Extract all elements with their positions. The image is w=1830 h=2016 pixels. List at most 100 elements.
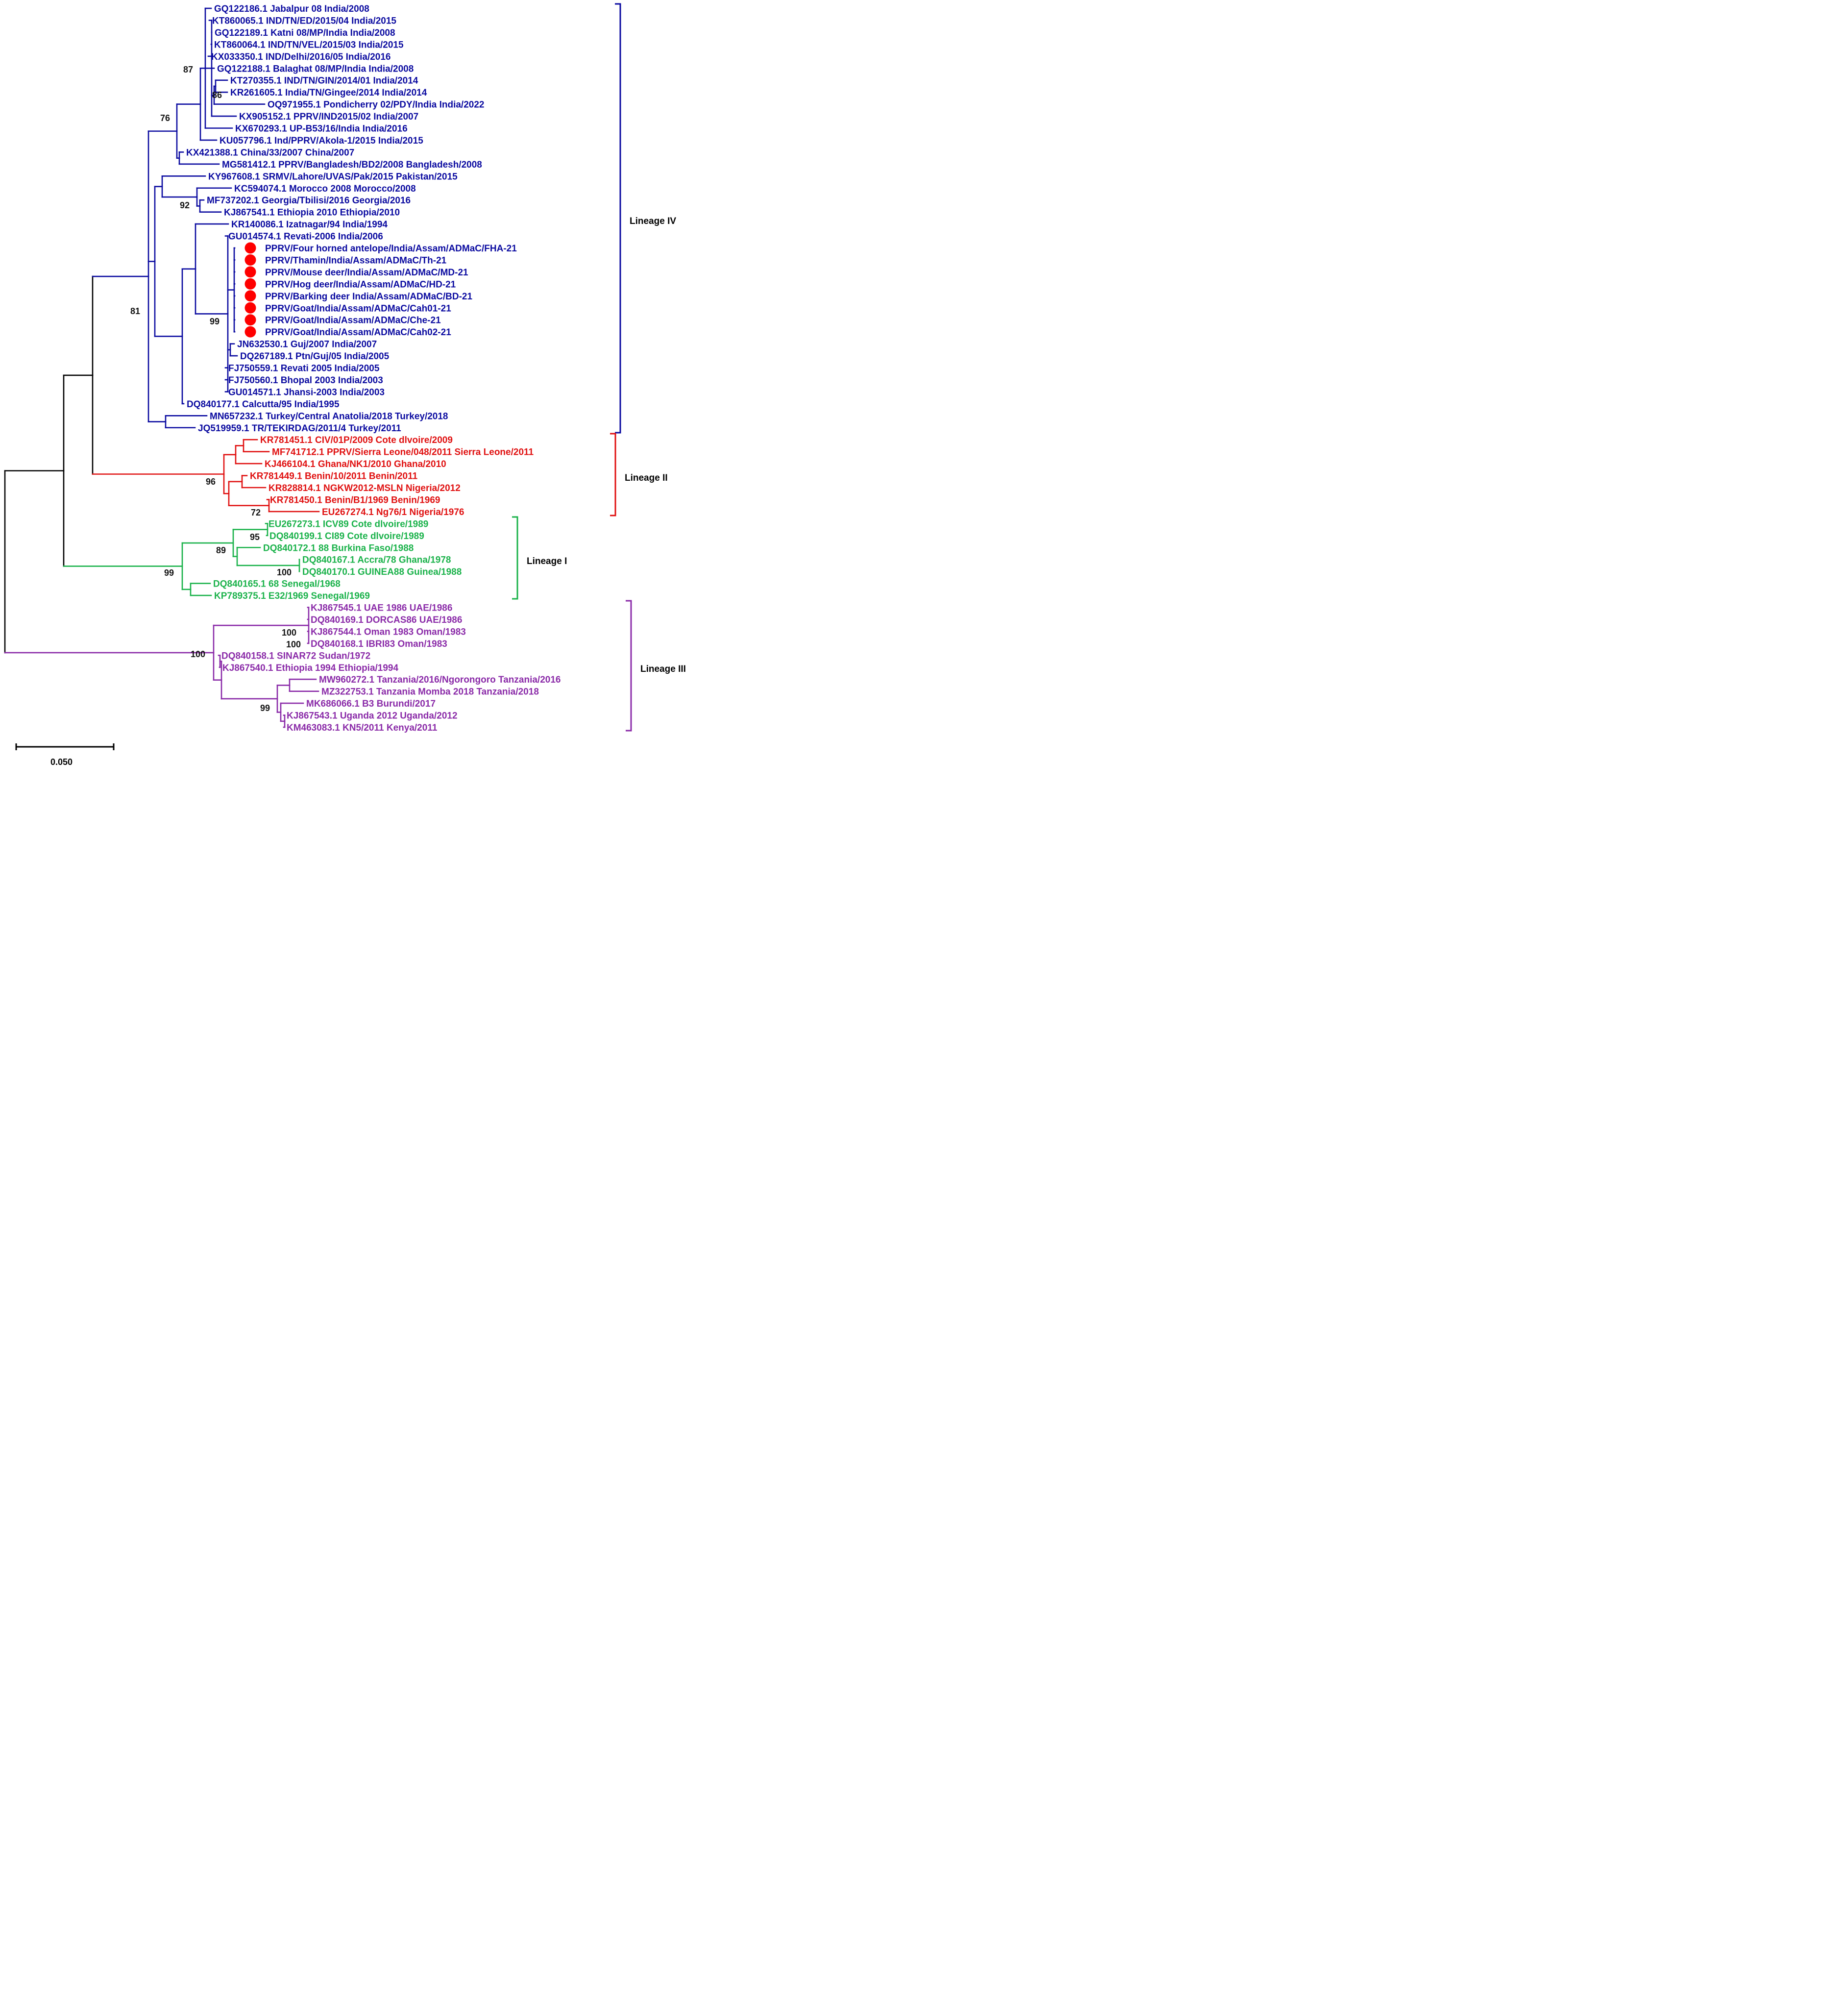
- taxon-label: GQ122189.1 Katni 08/MP/India India/2008: [215, 28, 395, 38]
- taxon-label: PPRV/Thamin/India/Assam/ADMaC/Th-21: [265, 255, 447, 266]
- bootstrap-value: 89: [216, 545, 226, 555]
- study-sample-marker: [244, 314, 256, 326]
- bootstrap-value: 96: [206, 477, 216, 487]
- tree-branches: [4, 7, 320, 728]
- bootstrap-value: 95: [250, 532, 260, 542]
- taxon-label: KT270355.1 IND/TN/GIN/2014/01 India/2014: [230, 76, 418, 86]
- lineage-brackets: [512, 3, 632, 732]
- taxon-label: KM463083.1 KN5/2011 Kenya/2011: [287, 723, 438, 733]
- taxon-label: PPRV/Four horned antelope/India/Assam/AD…: [265, 244, 517, 254]
- study-sample-marker: [244, 242, 256, 254]
- taxon-label: KR140086.1 Izatnagar/94 India/1994: [231, 220, 388, 230]
- bootstrap-value: 87: [183, 65, 193, 74]
- lineage-i-bracket: [512, 516, 518, 600]
- taxon-label: KJ867541.1 Ethiopia 2010 Ethiopia/2010: [224, 208, 400, 218]
- taxon-label: DQ840167.1 Accra/78 Ghana/1978: [302, 555, 451, 565]
- taxon-label: OQ971955.1 Pondicherry 02/PDY/India Indi…: [268, 100, 484, 110]
- taxon-label: JQ519959.1 TR/TEKIRDAG/2011/4 Turkey/201…: [198, 423, 401, 434]
- taxon-label: KT860065.1 IND/TN/ED/2015/04 India/2015: [212, 16, 396, 26]
- study-sample-marker: [244, 278, 256, 290]
- bootstrap-value: 99: [260, 703, 270, 713]
- bootstrap-value: 86: [212, 90, 222, 100]
- bootstrap-value: 76: [160, 113, 170, 123]
- bootstrap-value: 92: [180, 200, 190, 210]
- taxon-label: MF737202.1 Georgia/Tbilisi/2016 Georgia/…: [207, 196, 411, 206]
- study-sample-marker: [244, 302, 256, 314]
- taxon-label: KR781449.1 Benin/10/2011 Benin/2011: [250, 471, 418, 482]
- taxon-label: PPRV/Hog deer/India/Assam/ADMaC/HD-21: [265, 279, 456, 290]
- taxon-label: KX421388.1 China/33/2007 China/2007: [186, 148, 354, 158]
- taxon-label: FJ750560.1 Bhopal 2003 India/2003: [228, 375, 383, 386]
- taxon-label: JN632530.1 Guj/2007 India/2007: [237, 340, 377, 350]
- taxon-label: KX670293.1 UP-B53/16/India India/2016: [235, 124, 408, 134]
- taxon-label: PPRV/Goat/India/Assam/ADMaC/Cah01-21: [265, 303, 451, 314]
- taxon-label: KR828814.1 NGKW2012-MSLN Nigeria/2012: [268, 483, 461, 493]
- lineage-iii-label: Lineage III: [640, 664, 686, 674]
- taxon-label: GQ122186.1 Jabalpur 08 India/2008: [214, 4, 369, 14]
- taxon-label: EU267274.1 Ng76/1 Nigeria/1976: [322, 507, 464, 517]
- taxon-label: MF741712.1 PPRV/Sierra Leone/048/2011 Si…: [272, 447, 534, 458]
- taxon-markers: [244, 242, 256, 338]
- taxon-label: KJ867545.1 UAE 1986 UAE/1986: [311, 603, 452, 614]
- study-sample-marker: [244, 254, 256, 266]
- taxon-label: KR781450.1 Benin/B1/1969 Benin/1969: [270, 495, 440, 505]
- taxon-label: DQ840170.1 GUINEA88 Guinea/1988: [302, 567, 462, 577]
- taxon-label: DQ840199.1 CI89 Cote dlvoire/1989: [269, 531, 424, 541]
- taxon-label: KC594074.1 Morocco 2008 Morocco/2008: [234, 184, 416, 194]
- taxon-label: FJ750559.1 Revati 2005 India/2005: [228, 364, 380, 374]
- taxon-label: GU014571.1 Jhansi-2003 India/2003: [228, 387, 385, 397]
- taxon-label: MK686066.1 B3 Burundi/2017: [306, 699, 436, 709]
- taxon-label: KU057796.1 Ind/PPRV/Akola-1/2015 India/2…: [220, 136, 423, 146]
- taxon-label: KJ867543.1 Uganda 2012 Uganda/2012: [287, 711, 458, 721]
- taxon-label: KJ867544.1 Oman 1983 Oman/1983: [311, 627, 466, 637]
- bootstrap-value: 100: [286, 639, 301, 649]
- bootstrap-values: 87 76 86 81 92 99 96 72 95 89 100 99 100…: [130, 65, 301, 713]
- lineage-ii-label: Lineage II: [625, 473, 668, 483]
- taxon-label: DQ840158.1 SINAR72 Sudan/1972: [221, 651, 370, 661]
- bootstrap-value: 99: [164, 568, 174, 578]
- bootstrap-value: 72: [251, 508, 261, 517]
- taxon-label: KR261605.1 India/TN/Gingee/2014 India/20…: [230, 88, 427, 98]
- phylogenetic-tree: GQ122186.1 Jabalpur 08 India/2008 KT86006…: [4, 3, 686, 767]
- scale-bar: 0.050: [15, 743, 115, 767]
- taxon-label: KJ466104.1 Ghana/NK1/2010 Ghana/2010: [265, 459, 446, 469]
- taxon-label: DQ840165.1 68 Senegal/1968: [213, 579, 341, 590]
- lineage-iv-label: Lineage IV: [630, 216, 676, 226]
- taxon-label: DQ267189.1 Ptn/Guj/05 India/2005: [240, 351, 390, 362]
- lineage-iii-bracket: [626, 600, 632, 732]
- bootstrap-value: 100: [282, 628, 296, 638]
- taxon-label: KP789375.1 E32/1969 Senegal/1969: [214, 591, 370, 601]
- taxon-label: DQ840168.1 IBRI83 Oman/1983: [311, 639, 447, 649]
- study-sample-marker: [244, 326, 256, 338]
- taxon-label: MN657232.1 Turkey/Central Anatolia/2018 …: [210, 411, 448, 421]
- study-sample-marker: [244, 290, 256, 302]
- taxon-label: PPRV/Goat/India/Assam/ADMaC/Cah02-21: [265, 327, 451, 338]
- taxon-label: KT860064.1 IND/TN/VEL/2015/03 India/2015: [214, 40, 404, 50]
- taxon-label: MG581412.1 PPRV/Bangladesh/BD2/2008 Bang…: [222, 160, 482, 170]
- bootstrap-value: 81: [130, 306, 140, 316]
- taxon-label: GQ122188.1 Balaghat 08/MP/India India/20…: [217, 64, 414, 74]
- taxon-label: DQ840169.1 DORCAS86 UAE/1986: [311, 615, 462, 625]
- taxon-labels: GQ122186.1 Jabalpur 08 India/2008 KT86006…: [186, 4, 561, 733]
- taxon-label: KX905152.1 PPRV/IND2015/02 India/2007: [239, 112, 418, 122]
- taxon-label: MW960272.1 Tanzania/2016/Ngorongoro Tanz…: [319, 675, 561, 685]
- lineage-i-label: Lineage I: [527, 556, 567, 566]
- taxon-label: KR781451.1 CIV/01P/2009 Cote dlvoire/200…: [260, 435, 453, 445]
- lineage-iv-bracket: [615, 3, 621, 434]
- taxon-label: KJ867540.1 Ethiopia 1994 Ethiopia/1994: [222, 663, 399, 673]
- taxon-label: PPRV/Goat/India/Assam/ADMaC/Che-21: [265, 316, 441, 326]
- bootstrap-value: 100: [191, 649, 205, 659]
- taxon-label: GU014574.1 Revati-2006 India/2006: [228, 232, 383, 242]
- bootstrap-value: 99: [210, 317, 220, 326]
- taxon-label: PPRV/Barking deer India/Assam/ADMaC/BD-2…: [265, 292, 472, 302]
- taxon-label: PPRV/Mouse deer/India/Assam/ADMaC/MD-21: [265, 268, 468, 278]
- taxon-label: DQ840172.1 88 Burkina Faso/1988: [263, 543, 414, 553]
- scale-bar-label: 0.050: [50, 757, 73, 767]
- study-sample-marker: [244, 266, 256, 278]
- taxon-label: DQ840177.1 Calcutta/95 India/1995: [187, 399, 340, 410]
- taxon-label: EU267273.1 ICV89 Cote dlvoire/1989: [268, 519, 428, 529]
- lineage-ii-bracket: [610, 433, 616, 516]
- taxon-label: MZ322753.1 Tanzania Momba 2018 Tanzania/…: [321, 687, 539, 697]
- taxon-label: KX033350.1 IND/Delhi/2016/05 India/2016: [211, 52, 391, 62]
- bootstrap-value: 100: [277, 567, 292, 577]
